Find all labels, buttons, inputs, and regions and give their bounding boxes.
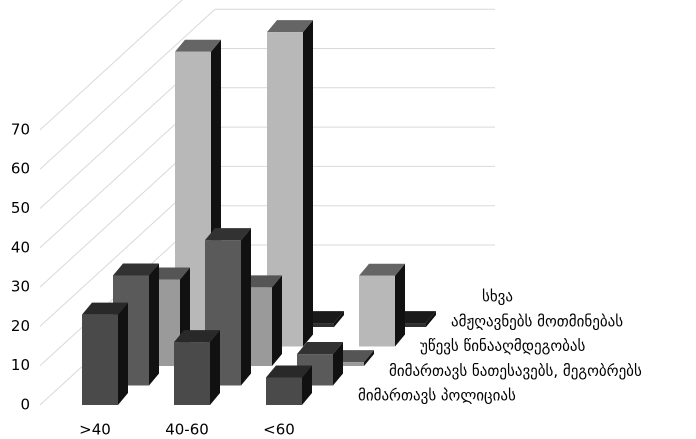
bar-side: [426, 311, 436, 327]
bar-side: [118, 302, 128, 405]
grid-line: [39, 8, 495, 170]
bar: [328, 362, 364, 366]
grid-line: [39, 0, 183, 131]
bar-side: [303, 20, 313, 347]
bar-top: [175, 39, 221, 52]
bar-top: [113, 263, 159, 276]
x-tick-label: 40-60: [165, 421, 209, 439]
bar-side: [395, 263, 405, 347]
bar: [298, 323, 334, 327]
bar: [174, 342, 210, 405]
bar-top: [266, 365, 312, 378]
bar-side: [334, 311, 344, 327]
y-tick-label: 10: [11, 356, 30, 374]
bar-top: [205, 228, 251, 241]
bar-top: [359, 263, 405, 276]
legend-label: მიმართავს პოლიციას: [358, 387, 516, 405]
bar: [359, 275, 395, 347]
x-tick-label: >40: [79, 421, 111, 439]
bar-top: [174, 330, 220, 343]
bar-side: [302, 365, 312, 405]
bar-side: [272, 275, 282, 366]
bar-side: [149, 263, 159, 386]
y-tick-label: 60: [11, 160, 30, 178]
y-tick-label: 70: [11, 120, 30, 138]
y-tick-label: 40: [11, 238, 30, 256]
bar: [266, 377, 302, 405]
y-tick-label: 50: [11, 199, 30, 217]
legend-label: მიმართავს ნათესავებს, მეგობრებს: [389, 362, 642, 380]
bar-side: [210, 330, 220, 405]
y-tick-label: 30: [11, 278, 30, 296]
bar-side: [241, 228, 251, 386]
bar-side: [333, 342, 343, 386]
bar-top: [297, 342, 343, 355]
y-tick-label: 0: [20, 396, 30, 414]
bar-side: [364, 350, 374, 366]
bar-top: [267, 20, 313, 33]
bar: [390, 323, 426, 327]
bar: [82, 314, 118, 405]
legend-label: სხვა: [482, 288, 513, 306]
x-tick-label: <60: [263, 421, 295, 439]
legend-label: უწევს წინააღმდეგობას: [420, 337, 586, 355]
bar-top: [82, 302, 128, 315]
legend-label: ამჟღავნებს მოთმინებას: [451, 312, 623, 330]
y-tick-label: 20: [11, 317, 30, 335]
